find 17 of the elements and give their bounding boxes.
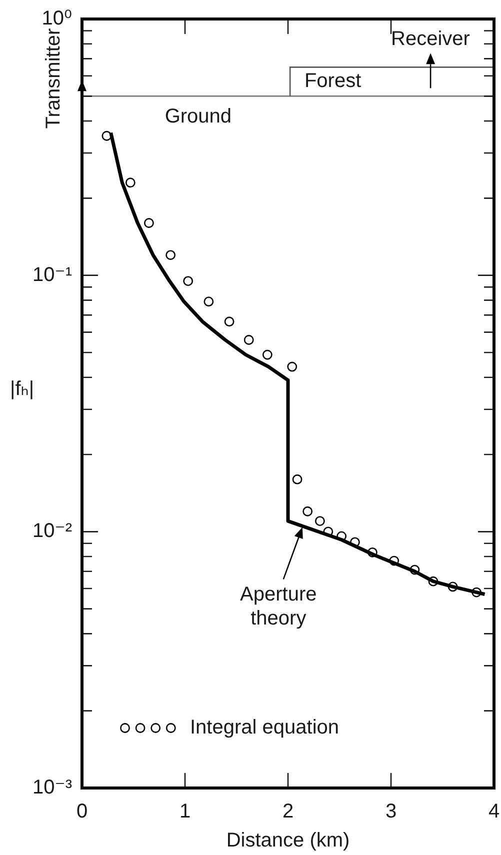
x-tick-label: 3 bbox=[385, 800, 397, 823]
ref-line-label: Ground bbox=[164, 106, 232, 128]
y-tick-label: 10⁻¹ bbox=[32, 264, 72, 286]
annotation: Aperture theory bbox=[240, 584, 317, 630]
x-tick-label: 1 bbox=[179, 800, 191, 823]
x-axis-title: Distance (km) bbox=[226, 830, 350, 852]
y-tick-label: 10⁻² bbox=[32, 520, 72, 542]
y-axis-title: |fₕ| bbox=[10, 378, 34, 400]
y-tick-label: 10⁰ bbox=[42, 8, 72, 30]
x-tick-label: 4 bbox=[488, 800, 500, 823]
y-tick-label: 10⁻³ bbox=[32, 776, 72, 799]
annotation: Receiver bbox=[391, 28, 470, 51]
text: Transmitter bbox=[42, 28, 66, 128]
x-tick-label: 0 bbox=[76, 800, 88, 823]
annotation: Forest bbox=[304, 70, 362, 93]
x-tick-label: 2 bbox=[282, 800, 294, 823]
legend-label: Integral equation bbox=[190, 716, 340, 739]
